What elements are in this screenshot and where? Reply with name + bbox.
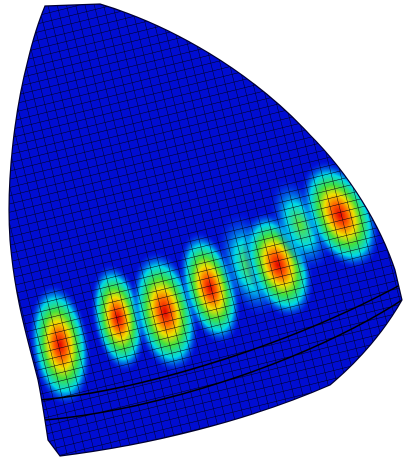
outline — [8, 3, 403, 457]
ring — [44, 299, 403, 421]
ring — [39, 284, 401, 401]
